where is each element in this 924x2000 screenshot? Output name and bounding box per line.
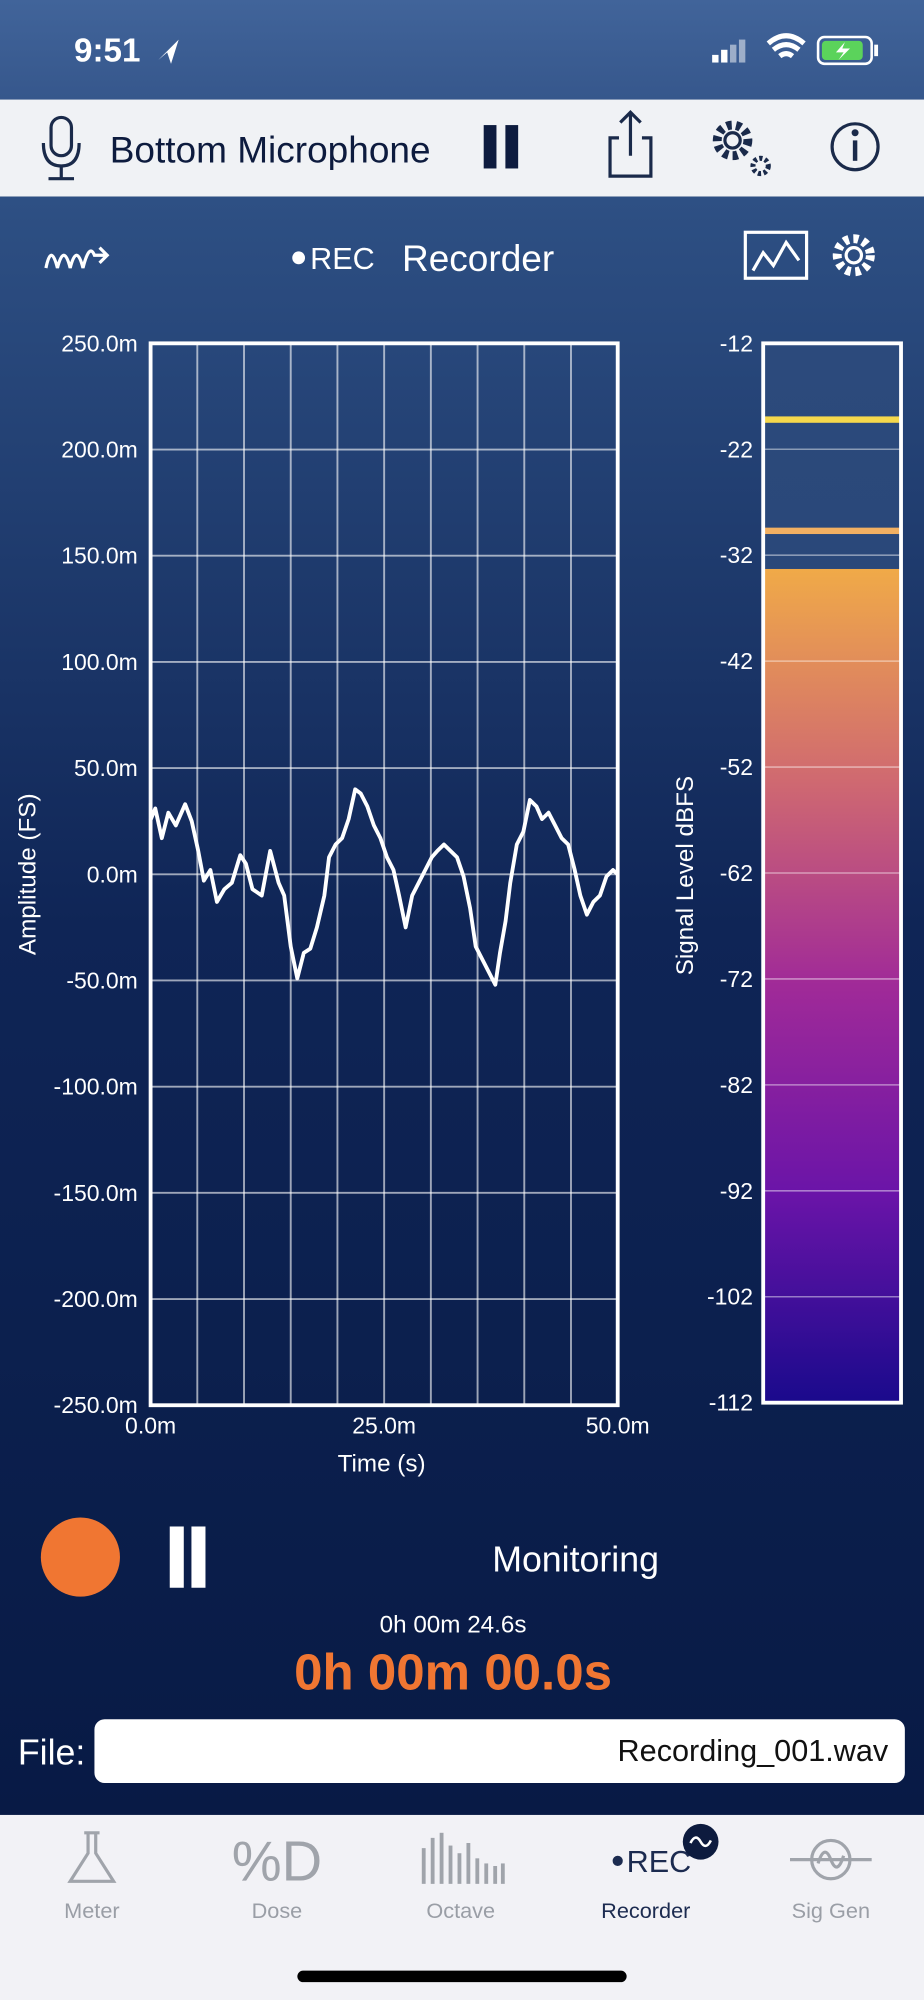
peak-marker <box>763 416 902 423</box>
file-label: File: <box>18 1732 85 1772</box>
meter-tab-icon <box>67 1831 117 1883</box>
y-tick-label: 250.0m <box>61 330 138 356</box>
tab-label[interactable]: Meter <box>64 1898 119 1923</box>
microphone-icon[interactable] <box>41 115 81 181</box>
y-tick-label: -32 <box>720 542 753 568</box>
y-tick-label: -82 <box>720 1072 753 1098</box>
location-icon <box>158 39 179 64</box>
home-indicator <box>297 1970 627 1983</box>
y-tick-label: -52 <box>720 754 753 780</box>
tab-label[interactable]: Recorder <box>601 1898 690 1923</box>
rec-label: REC <box>310 242 375 276</box>
signal-icon <box>712 39 746 63</box>
plot-frame <box>148 341 620 1408</box>
y-tick-label: -250.0m <box>54 1392 138 1418</box>
toolbar <box>0 99 924 197</box>
tab-labels: Meter Dose Octave Recorder Sig Gen <box>64 1898 870 1923</box>
pause-button[interactable] <box>483 125 519 169</box>
peak-marker <box>763 527 902 535</box>
tab-label[interactable]: Sig Gen <box>792 1898 870 1923</box>
y-tick-label: -62 <box>720 860 753 886</box>
x-tick-label: 0.0m <box>125 1413 176 1439</box>
chart-view-button[interactable] <box>743 230 809 280</box>
clock: 9:51 <box>74 33 140 70</box>
y-tick-label: -100.0m <box>54 1074 138 1100</box>
y-tick-label: 200.0m <box>61 437 138 463</box>
battery-icon <box>816 35 879 66</box>
panel-settings-button[interactable] <box>832 234 875 277</box>
y-tick-label: -92 <box>720 1178 753 1204</box>
info-button[interactable] <box>830 122 880 172</box>
charts: 250.0m 200.0m 150.0m 100.0m 50.0m 0.0m -50.0m -… <box>15 330 903 1477</box>
y-tick-label: 0.0m <box>87 861 138 887</box>
x-axis-label: Time (s) <box>338 1450 426 1477</box>
share-button[interactable] <box>608 110 653 178</box>
file-field[interactable] <box>94 1719 905 1784</box>
amplitude-trace <box>148 787 619 987</box>
tab-label[interactable]: Dose <box>252 1898 303 1923</box>
level-bar <box>763 568 902 1403</box>
rec-dot <box>292 251 306 265</box>
y-tick-label: -102 <box>707 1284 753 1310</box>
input-title: Bottom Microphone <box>110 128 431 170</box>
recorder-tab-icon: REC <box>627 1845 692 1879</box>
recorder-status: Monitoring <box>492 1540 659 1580</box>
y-tick-label: -200.0m <box>54 1286 138 1312</box>
y-tick-label: -112 <box>709 1390 753 1416</box>
y-tick-label: -22 <box>720 436 753 462</box>
panel-title: Recorder <box>402 237 554 279</box>
rec-tab-dot <box>612 1855 623 1866</box>
octave-tab-icon <box>421 1832 505 1884</box>
wifi-icon <box>766 33 806 59</box>
dose-tab-icon: %D <box>232 1829 322 1892</box>
y-tick-label: -50.0m <box>66 967 137 993</box>
tab-bar <box>0 1814 924 2000</box>
y-tick-label: 100.0m <box>61 649 138 675</box>
file-name: Recording_001.wav <box>618 1734 889 1768</box>
elapsed-time: 0h 00m 24.6s <box>380 1611 527 1638</box>
status-bar <box>0 0 924 100</box>
record-button[interactable] <box>40 1517 120 1597</box>
y-tick-label: -72 <box>720 966 753 992</box>
y-axis-label: Amplitude (FS) <box>15 793 42 955</box>
y-tick-label: -42 <box>720 648 753 674</box>
x-tick-label: 50.0m <box>586 1413 650 1439</box>
x-tick-label: 25.0m <box>352 1413 416 1439</box>
siggen-tab-icon <box>789 1838 872 1881</box>
pause-recording-button[interactable] <box>169 1526 206 1588</box>
settings-button[interactable] <box>712 120 771 177</box>
y-axis-label: Signal Level dBFS <box>672 776 699 975</box>
waveform-mode-icon[interactable] <box>44 246 110 269</box>
y-tick-label: 50.0m <box>74 755 138 781</box>
tab-label[interactable]: Octave <box>426 1898 495 1923</box>
y-tick-label: 150.0m <box>61 543 138 569</box>
y-tick-label: -150.0m <box>54 1180 138 1206</box>
recorder-tab-badge <box>682 1823 719 1860</box>
meter-frame <box>761 341 903 1405</box>
y-tick-label: -12 <box>720 330 753 356</box>
record-timer: 0h 00m 00.0s <box>294 1643 612 1700</box>
